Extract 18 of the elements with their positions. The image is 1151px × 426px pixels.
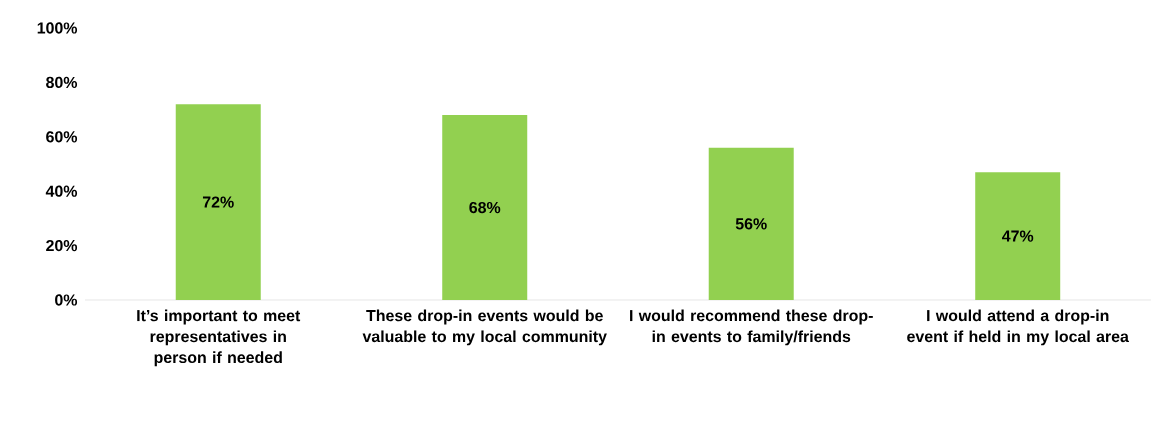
x-tick-label: These drop-in events would be valuable to my local community [362, 309, 607, 346]
y-tick-label: 100% [37, 22, 78, 34]
x-tick-label: It’s important to meet representatives in person if needed [137, 309, 301, 367]
y-tick-label: 40% [45, 185, 78, 197]
data-label: 47% [1002, 230, 1034, 242]
y-tick-label: 80% [46, 76, 78, 89]
y-tick-label: 60% [46, 131, 78, 143]
bar [975, 172, 1061, 300]
y-tick-label: 0% [55, 294, 78, 306]
x-tick-label: I would recommend these drop-in events to family/friends [630, 309, 873, 346]
y-tick-label: 20% [46, 239, 78, 252]
bar [442, 115, 528, 300]
data-label: 72% [202, 196, 234, 208]
bar [708, 147, 794, 300]
x-tick-label: I would attend a drop-in event if held in my local area [907, 309, 1129, 346]
bar [175, 104, 261, 300]
data-label: 56% [735, 218, 767, 230]
data-label: 68% [469, 201, 501, 214]
